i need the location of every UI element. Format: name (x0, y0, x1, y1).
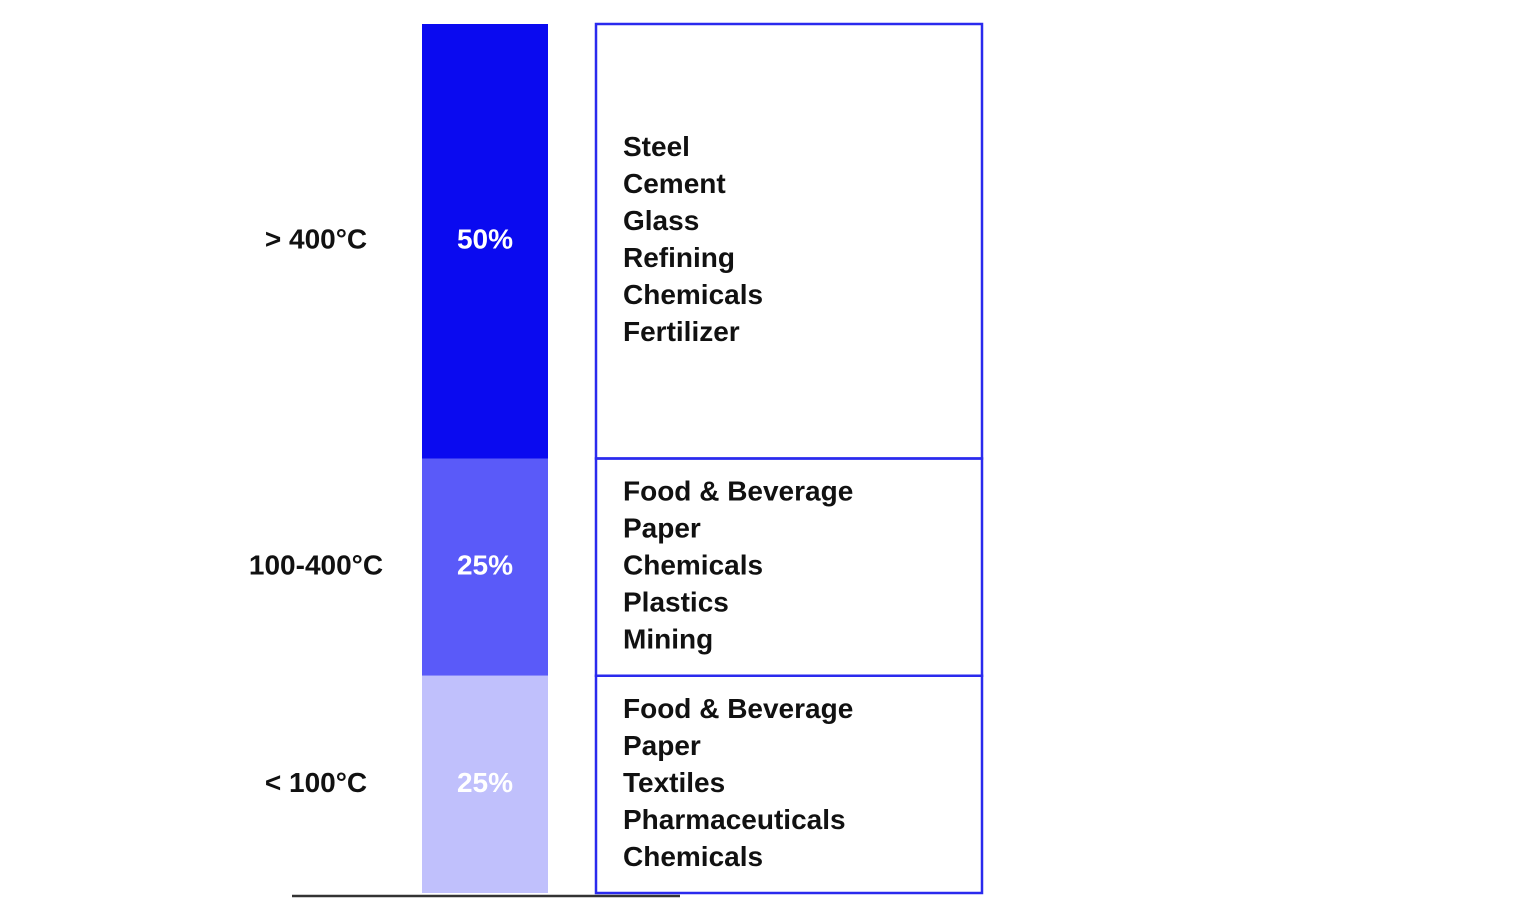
industry-label: Fertilizer (623, 316, 740, 347)
industry-label: Pharmaceuticals (623, 804, 846, 835)
value-label: 25% (457, 767, 513, 798)
industry-box (594, 674, 984, 895)
industry-label: Refining (623, 242, 735, 273)
industry-label: Cement (623, 168, 726, 199)
industry-label: Chemicals (623, 279, 763, 310)
category-label: < 100°C (265, 767, 367, 798)
category-label: > 400°C (265, 224, 367, 255)
industry-label: Glass (623, 205, 699, 236)
industry-label: Steel (623, 131, 690, 162)
bar-segment (422, 675, 548, 893)
value-label: 50% (457, 224, 513, 255)
bar-segment (422, 458, 548, 676)
value-label: 25% (457, 550, 513, 581)
bar-segment (422, 24, 548, 459)
industry-label: Mining (623, 624, 713, 655)
industry-label: Food & Beverage (623, 476, 853, 507)
industry-label: Food & Beverage (623, 693, 853, 724)
industry-label: Paper (623, 513, 701, 544)
industry-label: Plastics (623, 587, 729, 618)
industry-label: Paper (623, 730, 701, 761)
industry-label: Textiles (623, 767, 725, 798)
industry-label: Chemicals (623, 550, 763, 581)
category-label: 100-400°C (249, 550, 383, 581)
industry-label: Chemicals (623, 841, 763, 872)
